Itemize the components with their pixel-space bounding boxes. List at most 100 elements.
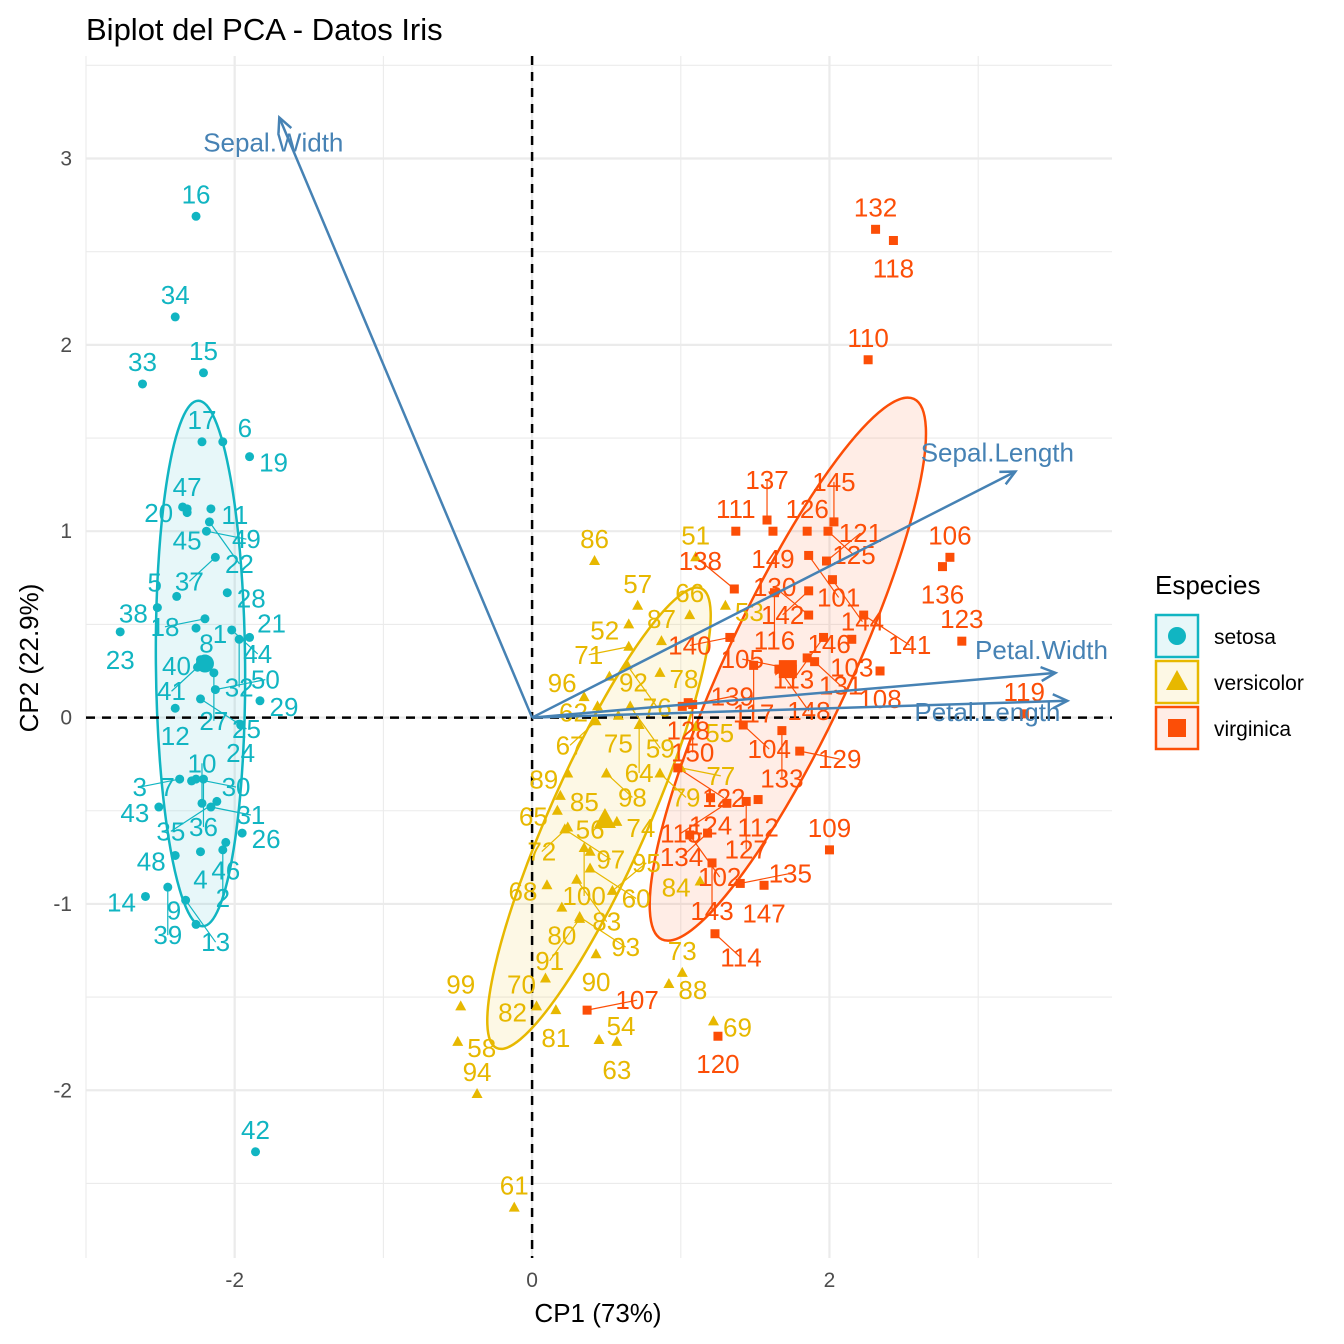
legend-marker-versicolor: [1166, 670, 1188, 690]
label-leader: [549, 918, 581, 962]
point-setosa: [170, 312, 180, 322]
point-setosa: [154, 802, 164, 812]
label-leader: [863, 614, 911, 646]
point-label-54: 54: [607, 1011, 636, 1041]
point-label-66: 66: [675, 578, 704, 608]
point-virginica: [859, 610, 869, 620]
point-versicolor: [611, 815, 623, 826]
point-label-97: 97: [596, 844, 625, 874]
point-label-16: 16: [182, 179, 211, 209]
point-label-132: 132: [854, 192, 897, 222]
point-versicolor: [584, 845, 596, 856]
point-versicolor: [623, 618, 635, 629]
point-label-10: 10: [188, 748, 217, 778]
point-virginica: [823, 526, 833, 536]
point-label-35: 35: [156, 816, 185, 846]
point-label-27: 27: [199, 706, 228, 736]
point-label-57: 57: [623, 569, 652, 599]
point-virginica: [768, 526, 778, 536]
point-label-88: 88: [678, 975, 707, 1005]
point-label-109: 109: [808, 813, 851, 843]
point-label-84: 84: [662, 873, 691, 903]
arrow-Sepal.Length: [531, 470, 1016, 719]
point-setosa: [197, 798, 207, 808]
point-label-85: 85: [570, 787, 599, 817]
point-label-78: 78: [670, 664, 699, 694]
y-tick-label: 1: [60, 520, 72, 543]
point-virginica: [819, 632, 829, 642]
point-label-14: 14: [107, 887, 136, 917]
point-virginica: [706, 793, 716, 803]
point-label-15: 15: [189, 336, 218, 366]
variable-label-Petal.Width: Petal.Width: [975, 635, 1108, 665]
point-label-13: 13: [201, 927, 230, 957]
point-virginica: [829, 517, 839, 527]
x-tick-label: 2: [824, 1269, 836, 1292]
point-virginica: [822, 556, 832, 566]
point-label-41: 41: [157, 676, 186, 706]
point-versicolor: [606, 884, 618, 895]
point-versicolor: [654, 666, 666, 677]
point-label-150: 150: [671, 738, 714, 768]
point-label-89: 89: [529, 764, 558, 794]
point-label-61: 61: [500, 1171, 529, 1201]
point-label-26: 26: [252, 824, 281, 854]
point-label-2: 2: [216, 883, 230, 913]
point-virginica: [957, 636, 967, 646]
variable-label-Sepal.Width: Sepal.Width: [203, 127, 343, 157]
point-versicolor: [455, 1000, 467, 1011]
point-label-20: 20: [144, 498, 173, 528]
point-label-90: 90: [582, 967, 611, 997]
point-label-99: 99: [446, 969, 475, 999]
point-versicolor: [719, 599, 731, 610]
point-virginica: [937, 562, 947, 572]
ellipse-versicolor: [486, 586, 712, 1051]
point-versicolor: [584, 862, 596, 873]
point-label-28: 28: [237, 584, 266, 614]
point-versicolor: [592, 700, 604, 711]
point-virginica: [749, 660, 759, 670]
point-label-77: 77: [706, 761, 735, 791]
point-versicolor: [611, 1035, 623, 1046]
point-label-106: 106: [928, 520, 971, 550]
point-setosa: [236, 720, 246, 730]
point-label-96: 96: [548, 668, 577, 698]
point-setosa: [191, 774, 201, 784]
point-versicolor: [694, 875, 706, 886]
y-tick-label: -2: [53, 1079, 72, 1102]
point-versicolor: [690, 551, 702, 562]
point-versicolor: [554, 789, 566, 800]
point-virginica: [725, 632, 735, 642]
point-virginica: [731, 526, 741, 536]
label-leader: [188, 556, 216, 582]
label-leader: [164, 618, 206, 628]
point-versicolor: [590, 948, 602, 959]
point-label-37: 37: [175, 566, 204, 596]
point-label-114: 114: [720, 943, 761, 973]
point-label-100: 100: [562, 881, 605, 911]
point-label-25: 25: [232, 714, 261, 744]
point-label-118: 118: [873, 253, 914, 283]
species-centroids: [195, 654, 797, 829]
point-setosa: [198, 774, 208, 784]
point-label-56: 56: [576, 815, 605, 845]
point-label-45: 45: [173, 526, 202, 556]
centroid-versicolor: [593, 808, 616, 829]
point-label-34: 34: [161, 280, 190, 310]
point-setosa: [172, 591, 182, 601]
point-versicolor: [663, 978, 675, 989]
point-setosa: [251, 1147, 261, 1157]
point-virginica: [795, 746, 805, 756]
point-label-75: 75: [604, 729, 633, 759]
point-setosa: [206, 504, 216, 514]
point-virginica: [710, 929, 720, 939]
point-virginica: [802, 526, 812, 536]
legend-title: Especies: [1155, 570, 1261, 600]
point-virginica: [735, 878, 745, 888]
point-label-19: 19: [259, 448, 288, 478]
variable-label-Sepal.Length: Sepal.Length: [921, 438, 1074, 468]
point-setosa: [204, 517, 214, 527]
point-virginica: [713, 1031, 723, 1041]
point-label-131: 131: [819, 671, 862, 701]
